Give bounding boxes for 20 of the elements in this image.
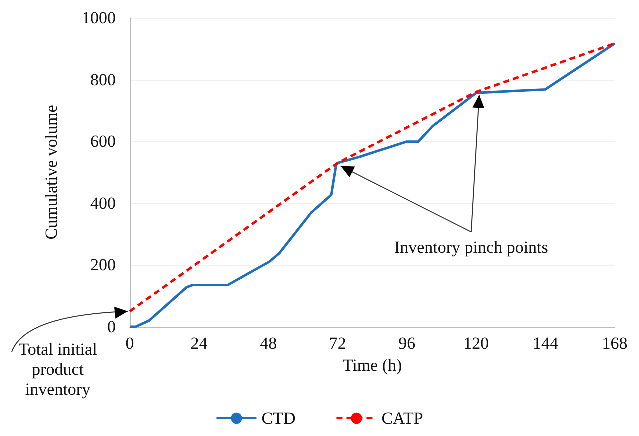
x-tick-label: 144 (532, 334, 559, 353)
annotation: Inventory pinch points (393, 238, 550, 258)
y-tick-label: 1000 (82, 8, 116, 28)
legend-label: CTD (262, 409, 296, 428)
annotation: Total initial product inventory (18, 340, 98, 400)
x-tick-label: 0 (126, 334, 134, 353)
y-tick-label: 200 (90, 256, 116, 275)
x-axis-title: Time (h) (342, 356, 402, 375)
x-tick-label: 48 (260, 334, 278, 353)
x-tick-label: 24 (190, 334, 208, 353)
y-tick-label: 0 (108, 318, 116, 336)
y-axis-title: Cumulative volume (42, 105, 61, 240)
x-tick-label: 168 (602, 334, 628, 353)
x-tick-label: 120 (464, 334, 490, 353)
x-tick-label: 96 (398, 334, 416, 353)
x-tick-label: 72 (329, 334, 346, 353)
legend-label: CATP (382, 409, 424, 428)
y-tick-label: 600 (90, 132, 116, 152)
y-tick-label: 800 (90, 70, 116, 90)
y-tick-label: 400 (90, 194, 116, 213)
